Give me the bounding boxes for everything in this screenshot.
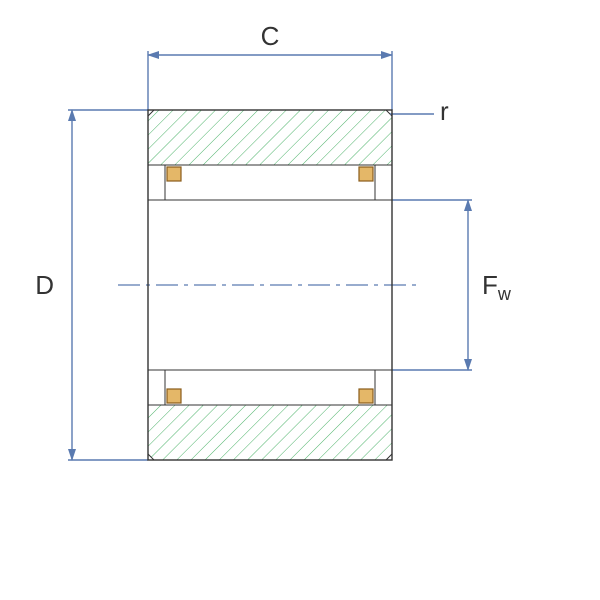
cage-insert-bottom-left bbox=[167, 389, 181, 403]
label-r: r bbox=[440, 96, 449, 126]
roller-band-bottom bbox=[165, 370, 375, 405]
cage-insert-bottom-right bbox=[359, 389, 373, 403]
label-fw: Fw bbox=[482, 270, 512, 304]
bearing-cross-section-diagram: C D Fw r bbox=[0, 0, 600, 600]
cage-insert-top-left bbox=[167, 167, 181, 181]
label-c: C bbox=[261, 21, 280, 51]
label-d: D bbox=[35, 270, 54, 300]
outer-ring-bottom bbox=[148, 405, 392, 460]
roller-band-top bbox=[165, 165, 375, 200]
outer-ring-top bbox=[148, 110, 392, 165]
cage-insert-top-right bbox=[359, 167, 373, 181]
